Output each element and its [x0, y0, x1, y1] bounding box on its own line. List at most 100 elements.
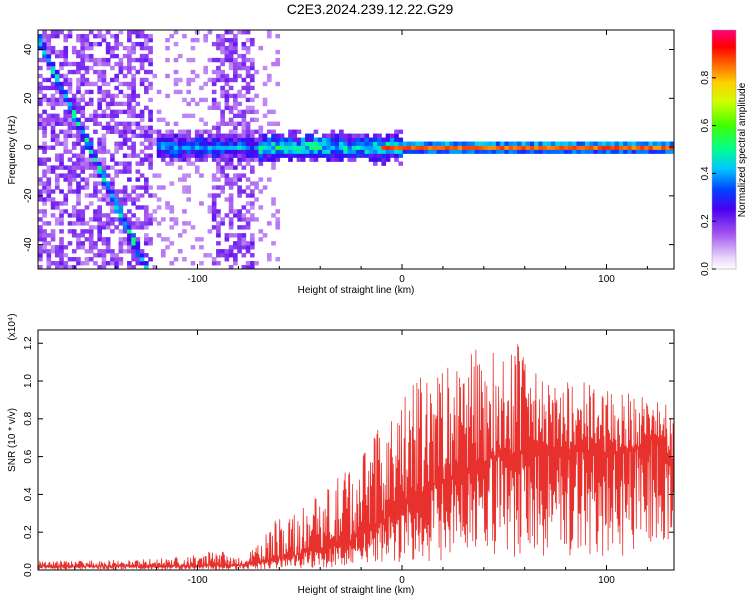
heatmap-cell	[46, 53, 52, 59]
heatmap-cell	[139, 161, 145, 166]
heatmap-cell	[105, 57, 111, 63]
heatmap-cell	[241, 189, 247, 194]
heatmap-cell	[411, 141, 416, 146]
heatmap-cell	[250, 153, 255, 158]
heatmap-cell	[97, 217, 102, 222]
heatmap-cell	[568, 145, 573, 150]
heatmap-cell	[233, 41, 238, 47]
heatmap-cell	[114, 109, 119, 115]
heatmap-cell	[118, 201, 124, 206]
heatmap-cell	[148, 185, 153, 190]
heatmap-cell	[402, 149, 408, 154]
heatmap-cell	[245, 37, 251, 43]
heatmap-cell	[241, 121, 247, 126]
heatmap-cell	[228, 225, 234, 230]
heatmap-cell	[80, 45, 86, 51]
heatmap-cell	[233, 241, 238, 246]
heatmap-cell	[127, 125, 132, 130]
heatmap-cell	[228, 185, 234, 190]
heatmap-cell	[394, 149, 399, 154]
heatmap-cell	[105, 121, 111, 126]
heatmap-cell	[635, 141, 641, 146]
heatmap-cell	[245, 45, 251, 51]
heatmap-cell	[50, 113, 56, 119]
heatmap-cell	[271, 197, 276, 202]
heatmap-cell	[241, 165, 247, 170]
heatmap-cell	[555, 141, 560, 146]
heatmap-cell	[93, 169, 98, 174]
heatmap-cell	[38, 197, 43, 202]
heatmap-cell	[131, 221, 136, 226]
heatmap-cell	[216, 133, 221, 138]
heatmap-cell	[144, 69, 149, 75]
heatmap-cell	[576, 141, 582, 146]
heatmap-cell	[250, 253, 255, 258]
heatmap-cell	[254, 153, 259, 158]
heatmap-cell	[50, 249, 56, 254]
heatmap-cell	[652, 149, 658, 154]
heatmap-cell	[368, 149, 374, 154]
heatmap-cell	[186, 149, 192, 154]
heatmap-cell	[415, 145, 420, 150]
heatmap-cell	[233, 121, 238, 126]
heatmap-cell	[148, 213, 153, 218]
heatmap-cell	[122, 93, 128, 99]
heatmap-cell	[46, 157, 52, 162]
heatmap-cell	[139, 261, 145, 266]
heatmap-cell	[271, 161, 276, 166]
heatmap-cell	[76, 61, 81, 67]
heatmap-cell	[122, 197, 128, 202]
heatmap-cell	[216, 169, 221, 174]
heatmap-cell	[568, 141, 573, 146]
heatmap-cell	[139, 129, 145, 134]
heatmap-cell	[220, 185, 225, 190]
heatmap-cell	[160, 237, 166, 242]
heatmap-cell	[127, 121, 132, 126]
heatmap-cell	[80, 245, 86, 250]
heatmap-cell	[101, 221, 107, 226]
heatmap-cell	[190, 141, 196, 146]
heatmap-cell	[88, 217, 94, 222]
heatmap-cell	[50, 145, 56, 150]
heatmap-cell	[46, 197, 52, 202]
heatmap-cell	[139, 113, 145, 119]
heatmap-cell	[190, 161, 196, 166]
heatmap-cell	[122, 229, 128, 234]
heatmap-cell	[110, 49, 115, 55]
heatmap-cell	[54, 30, 60, 35]
heatmap-cell	[122, 101, 128, 107]
heatmap-cell	[199, 145, 204, 150]
heatmap-cell	[339, 129, 344, 134]
heatmap-cell	[224, 53, 230, 59]
heatmap-cell	[59, 249, 64, 254]
heatmap-cell	[555, 149, 560, 154]
heatmap-cell	[50, 45, 56, 51]
heatmap-cell	[199, 149, 204, 154]
heatmap-cell	[110, 129, 115, 134]
heatmap-cell	[165, 161, 170, 166]
heatmap-cell	[88, 153, 94, 158]
heatmap-cell	[135, 153, 141, 158]
heatmap-cell	[258, 129, 264, 134]
heatmap-cell	[224, 161, 230, 166]
heatmap-cell	[93, 181, 98, 186]
heatmap-cell	[228, 133, 234, 138]
heatmap-cell	[63, 57, 69, 63]
heatmap-cell	[50, 245, 56, 250]
heatmap-cell	[101, 173, 107, 178]
heatmap-cell	[101, 181, 107, 186]
heatmap-cell	[254, 141, 259, 146]
heatmap-cell	[266, 137, 272, 142]
heatmap-cell	[368, 153, 374, 158]
heatmap-cell	[54, 265, 60, 269]
heatmap-cell	[593, 149, 599, 154]
heatmap-cell	[262, 81, 268, 87]
heatmap-cell	[114, 265, 119, 269]
heatmap-cell	[360, 145, 365, 150]
heatmap-cell	[76, 53, 81, 59]
heatmap-cell	[54, 185, 60, 190]
y-tick-label: 0.8	[23, 411, 34, 425]
heatmap-cell	[224, 105, 230, 111]
heatmap-cell	[148, 141, 153, 146]
heatmap-cell	[381, 141, 387, 146]
